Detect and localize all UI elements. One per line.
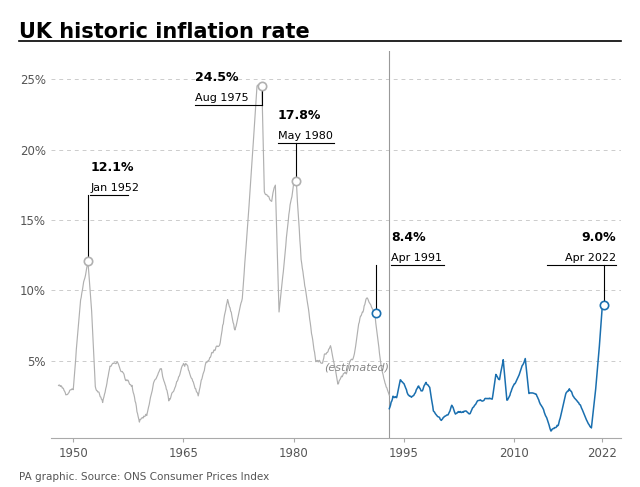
- Text: UK historic inflation rate: UK historic inflation rate: [19, 22, 310, 42]
- Text: 12.1%: 12.1%: [90, 161, 134, 174]
- Text: Aug 1975: Aug 1975: [195, 93, 248, 103]
- Text: (estimated): (estimated): [324, 362, 388, 372]
- Text: Apr 1991: Apr 1991: [392, 253, 442, 263]
- Text: Jan 1952: Jan 1952: [90, 183, 139, 193]
- Text: 17.8%: 17.8%: [278, 109, 321, 122]
- Text: 24.5%: 24.5%: [195, 71, 238, 83]
- Text: May 1980: May 1980: [278, 131, 332, 141]
- Text: PA graphic. Source: ONS Consumer Prices Index: PA graphic. Source: ONS Consumer Prices …: [19, 472, 269, 482]
- Text: 9.0%: 9.0%: [581, 231, 616, 244]
- Text: 8.4%: 8.4%: [392, 231, 426, 244]
- Text: Apr 2022: Apr 2022: [564, 253, 616, 263]
